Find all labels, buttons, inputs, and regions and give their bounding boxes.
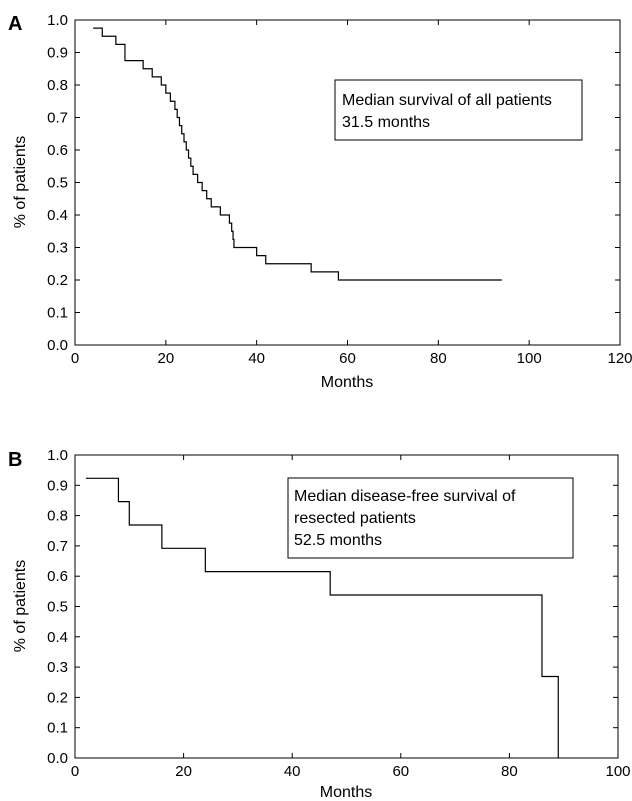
y-tick-label-b: 0.1 — [47, 720, 68, 737]
y-axis-title-a: % of patients — [12, 136, 29, 229]
y-tick-label-b: 0.5 — [47, 599, 68, 616]
chart-panel-b: B 0 20 40 60 80 100 0.0 0.1 0.2 0.3 0.4 0.5 0.6 0.7 0.… — [8, 447, 631, 801]
y-tick-label-b: 0.6 — [47, 568, 68, 585]
annotation-line-b-2: resected patients — [294, 510, 416, 527]
panel-label-b: B — [8, 449, 22, 471]
chart-panel-a: A 0 20 40 60 80 100 120 0.0 0.1 0.2 0.3 0.4 0.5 0.6 0.… — [8, 12, 632, 391]
y-tick-label-b: 0.0 — [47, 750, 68, 767]
x-tick-label-a: 60 — [339, 350, 356, 367]
y-tick-label-b: 0.8 — [47, 508, 68, 525]
y-tick-label-a: 0.2 — [47, 272, 68, 289]
x-tick-label-b: 20 — [175, 763, 192, 780]
y-tick-label-a: 0.0 — [47, 337, 68, 354]
annotation-line-b-1: Median disease-free survival of — [294, 488, 516, 505]
plot-frame-a — [74, 19, 621, 346]
x-axis-title-b: Months — [320, 784, 372, 801]
y-tick-label-a: 0.3 — [47, 240, 68, 257]
survival-curve-b — [85, 477, 559, 758]
annotation-line-a-1: Median survival of all patients — [342, 92, 552, 109]
x-tick-label-b: 60 — [392, 763, 409, 780]
x-tick-label-b: 0 — [71, 763, 79, 780]
y-tick-label-b: 0.9 — [47, 477, 68, 494]
y-tick-label-a: 0.4 — [47, 207, 68, 224]
y-tick-label-a: 0.7 — [47, 110, 68, 127]
y-tick-label-b: 0.7 — [47, 538, 68, 555]
x-tick-label-a: 80 — [430, 350, 447, 367]
y-tick-label-b: 0.2 — [47, 689, 68, 706]
y-tick-label-a: 0.9 — [47, 45, 68, 62]
y-tick-label-a: 0.8 — [47, 77, 68, 94]
x-tick-label-b: 100 — [605, 763, 630, 780]
annotation-box-a: Median survival of all patients 31.5 mon… — [334, 79, 583, 141]
y-tick-label-a: 0.5 — [47, 175, 68, 192]
y-tick-label-a: 0.6 — [47, 142, 68, 159]
x-tick-label-b: 40 — [284, 763, 301, 780]
annotation-box-b: Median disease-free survival of resected… — [287, 477, 574, 559]
x-tick-label-a: 20 — [157, 350, 174, 367]
y-tick-label-b: 0.4 — [47, 629, 68, 646]
panel-label-a: A — [8, 13, 22, 35]
y-tick-label-b: 0.3 — [47, 659, 68, 676]
y-tick-label-a: 0.1 — [47, 305, 68, 322]
x-tick-label-b: 80 — [501, 763, 518, 780]
x-axis-title-a: Months — [321, 374, 373, 391]
y-axis-title-b: % of patients — [12, 560, 29, 653]
survival-curve-a — [93, 27, 502, 281]
x-tick-label-a: 100 — [517, 350, 542, 367]
x-tick-label-a: 40 — [248, 350, 265, 367]
x-tick-label-a: 120 — [607, 350, 632, 367]
x-tick-label-a: 0 — [71, 350, 79, 367]
y-tick-label-b: 1.0 — [47, 447, 68, 464]
ticks-b: 0 20 40 60 80 100 0.0 0.1 0.2 0.3 0.4 0.5 0.6 0.7 0.8 0… — [47, 447, 630, 780]
y-tick-label-a: 1.0 — [47, 12, 68, 29]
annotation-line-a-2: 31.5 months — [342, 114, 430, 131]
ticks-a: 0 20 40 60 80 100 120 0.0 0.1 0.2 0.3 0.4 0.5 0.6 0.7 0… — [47, 12, 632, 367]
annotation-line-b-3: 52.5 months — [294, 532, 382, 549]
